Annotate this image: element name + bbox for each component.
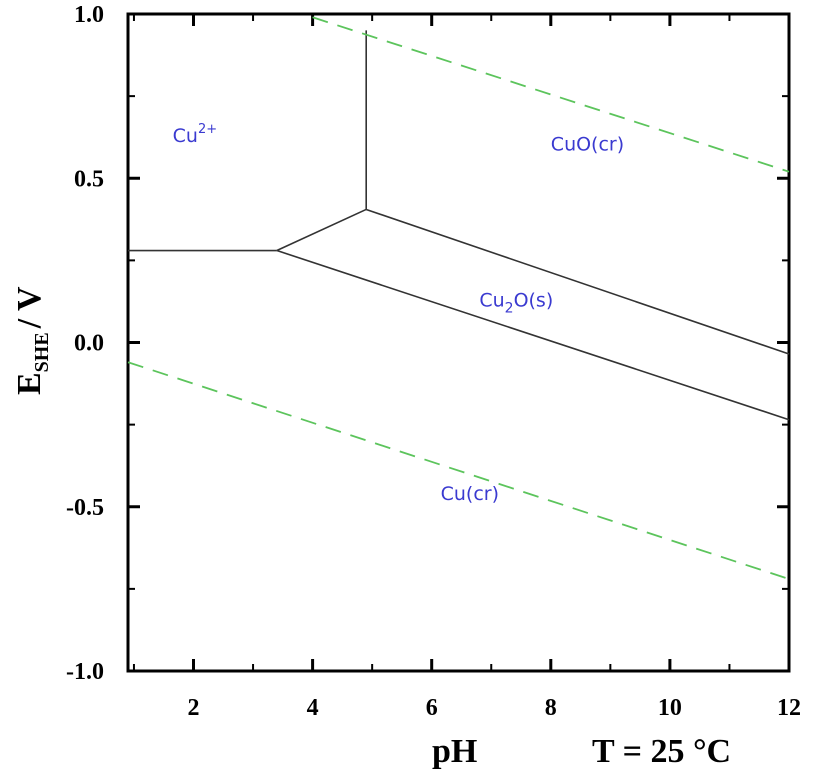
y-tick-label: -1.0	[66, 659, 104, 685]
y-tick-label: -0.5	[66, 495, 104, 521]
x-tick-label: 8	[545, 695, 557, 721]
x-tick-label: 4	[307, 695, 319, 721]
x-tick-label: 12	[777, 695, 801, 721]
ticks: 2 4 6 8 10 12 1.0 0.5 0.0 -0.5 -1.0	[66, 2, 801, 721]
phase-boundary-line	[276, 249, 790, 421]
svg-text:ESHE/ V: ESHE / V	[11, 286, 53, 395]
region-label: Cu(cr)	[441, 483, 499, 505]
labels-group: Cu2+ CuO(cr) Cu2O(s) Cu(cr)	[173, 122, 624, 505]
phase-boundary-line	[276, 208, 367, 252]
region-label: Cu2+	[173, 122, 217, 147]
y-axis-label-main: E	[11, 372, 48, 395]
plot-frame	[126, 12, 791, 673]
y-axis-label: ESHE / V	[11, 286, 53, 395]
x-tick-label: 10	[658, 695, 682, 721]
y-axis-label-rest: / V	[11, 286, 48, 329]
x-axis-label: pH	[432, 733, 477, 770]
phase-boundary-line	[365, 208, 790, 355]
water-stability-line	[127, 361, 790, 580]
y-tick-label: 0.0	[74, 331, 104, 357]
y-tick-label: 1.0	[74, 2, 104, 28]
region-label: Cu2O(s)	[479, 289, 553, 316]
x-tick-label: 6	[426, 695, 438, 721]
y-tick-label: 0.5	[74, 166, 104, 192]
x-tick-label: 2	[188, 695, 200, 721]
temperature-annotation: T = 25 °C	[592, 733, 731, 770]
water-stability-line	[312, 16, 790, 173]
y-axis-label-sub: SHE	[31, 332, 53, 372]
series-group	[127, 16, 790, 580]
region-label: CuO(cr)	[551, 133, 624, 155]
